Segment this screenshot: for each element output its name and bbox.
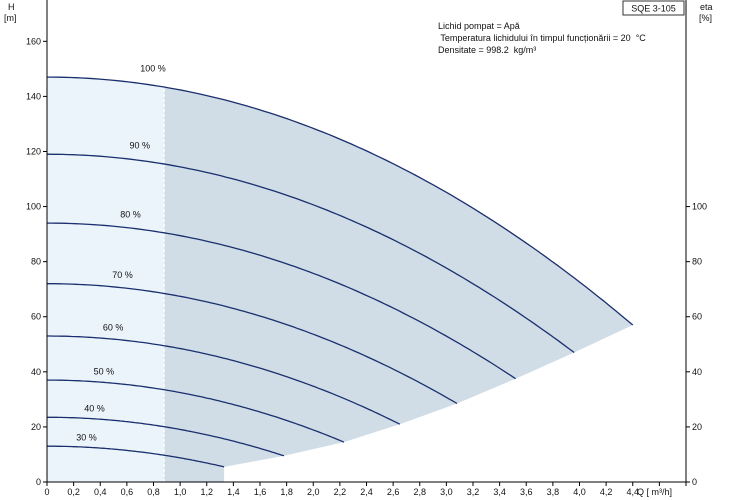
x-tick-label: 1,6: [254, 487, 267, 497]
x-axis-label: Q [ m³/h]: [637, 487, 672, 497]
y-axis-label-left-line1: H: [8, 2, 15, 12]
x-tick-label: 4,0: [573, 487, 586, 497]
info-line-temperature: Temperatura lichidului în timpul funcțio…: [438, 33, 646, 43]
right-tick-label: 100: [692, 202, 707, 212]
x-tick-label: 1,4: [227, 487, 240, 497]
curve-label: 60 %: [103, 322, 124, 332]
left-tick-label: 80: [31, 257, 41, 267]
left-tick-label: 120: [26, 146, 41, 156]
x-tick-label: 3,8: [547, 487, 560, 497]
curve-label: 100 %: [140, 63, 166, 73]
y-axis-label-right-line2: [%]: [699, 13, 712, 23]
curve-label: 30 %: [76, 432, 97, 442]
x-tick-label: 1,0: [174, 487, 187, 497]
left-tick-label: 160: [26, 36, 41, 46]
curve-100-pct: [47, 76, 634, 326]
x-tick-label: 1,2: [200, 487, 213, 497]
curve-label: 90 %: [130, 141, 151, 151]
info-line-fluid: Lichid pompat = Apă: [438, 21, 520, 31]
curve-30-pct: [47, 445, 225, 468]
operating-area: [47, 77, 633, 482]
left-tick-label: 0: [36, 477, 41, 487]
x-tick-label: 2,2: [334, 487, 347, 497]
model-badge: SQE 3-105: [631, 4, 676, 14]
x-tick-label: 0: [44, 487, 49, 497]
x-tick-label: 0,4: [94, 487, 107, 497]
x-tick-label: 4,4: [626, 487, 639, 497]
curve-labels: 100 % 90 % 80 % 70 % 60 % 50 % 40 % 30 %: [76, 63, 165, 442]
x-tick-label: 2,0: [307, 487, 320, 497]
curve-label: 80 %: [120, 209, 141, 219]
x-tick-label: 3,6: [520, 487, 533, 497]
axis-ticks: 0 20 40 60 80 100 120 140 160 0 20 40 60 80 100 0 0,2 0,4…: [26, 36, 707, 497]
curve-label: 50 %: [94, 366, 115, 376]
min-flow-zone-fill: [47, 77, 165, 482]
left-tick-label: 20: [31, 422, 41, 432]
curve-label: 70 %: [112, 270, 133, 280]
x-tick-label: 0,6: [121, 487, 134, 497]
right-tick-label: 60: [692, 312, 702, 322]
left-tick-label: 140: [26, 91, 41, 101]
x-tick-label: 3,0: [440, 487, 453, 497]
x-tick-label: 1,8: [280, 487, 293, 497]
curve-60-pct: [47, 335, 401, 425]
right-tick-label: 80: [692, 257, 702, 267]
curve-50-pct: [47, 379, 345, 443]
left-tick-label: 100: [26, 202, 41, 212]
curve-80-pct: [47, 222, 516, 380]
right-tick-label: 20: [692, 422, 702, 432]
curve-70-pct: [47, 283, 458, 405]
x-tick-label: 2,8: [413, 487, 426, 497]
performance-curves: [46, 76, 634, 468]
x-tick-label: 0,8: [147, 487, 160, 497]
curve-90-pct: [46, 153, 575, 354]
y-axis-label-left-line2: [m]: [4, 13, 17, 23]
left-tick-label: 40: [31, 367, 41, 377]
right-tick-label: 0: [692, 477, 697, 487]
operating-region-fill: [47, 77, 633, 482]
curve-label: 40 %: [84, 404, 105, 414]
x-tick-label: 2,6: [387, 487, 400, 497]
right-tick-label: 40: [692, 367, 702, 377]
model-badge-box: [622, 0, 685, 16]
y-axis-label-right-line1: eta: [700, 2, 713, 12]
left-tick-label: 60: [31, 312, 41, 322]
x-tick-label: 0,2: [67, 487, 80, 497]
x-tick-label: 3,2: [467, 487, 480, 497]
x-tick-label: 3,4: [493, 487, 506, 497]
curve-40-pct: [47, 416, 285, 457]
x-tick-label: 2,4: [360, 487, 373, 497]
x-tick-label: 4,2: [600, 487, 613, 497]
info-line-density: Densitate = 998.2 kg/m³: [438, 45, 536, 55]
